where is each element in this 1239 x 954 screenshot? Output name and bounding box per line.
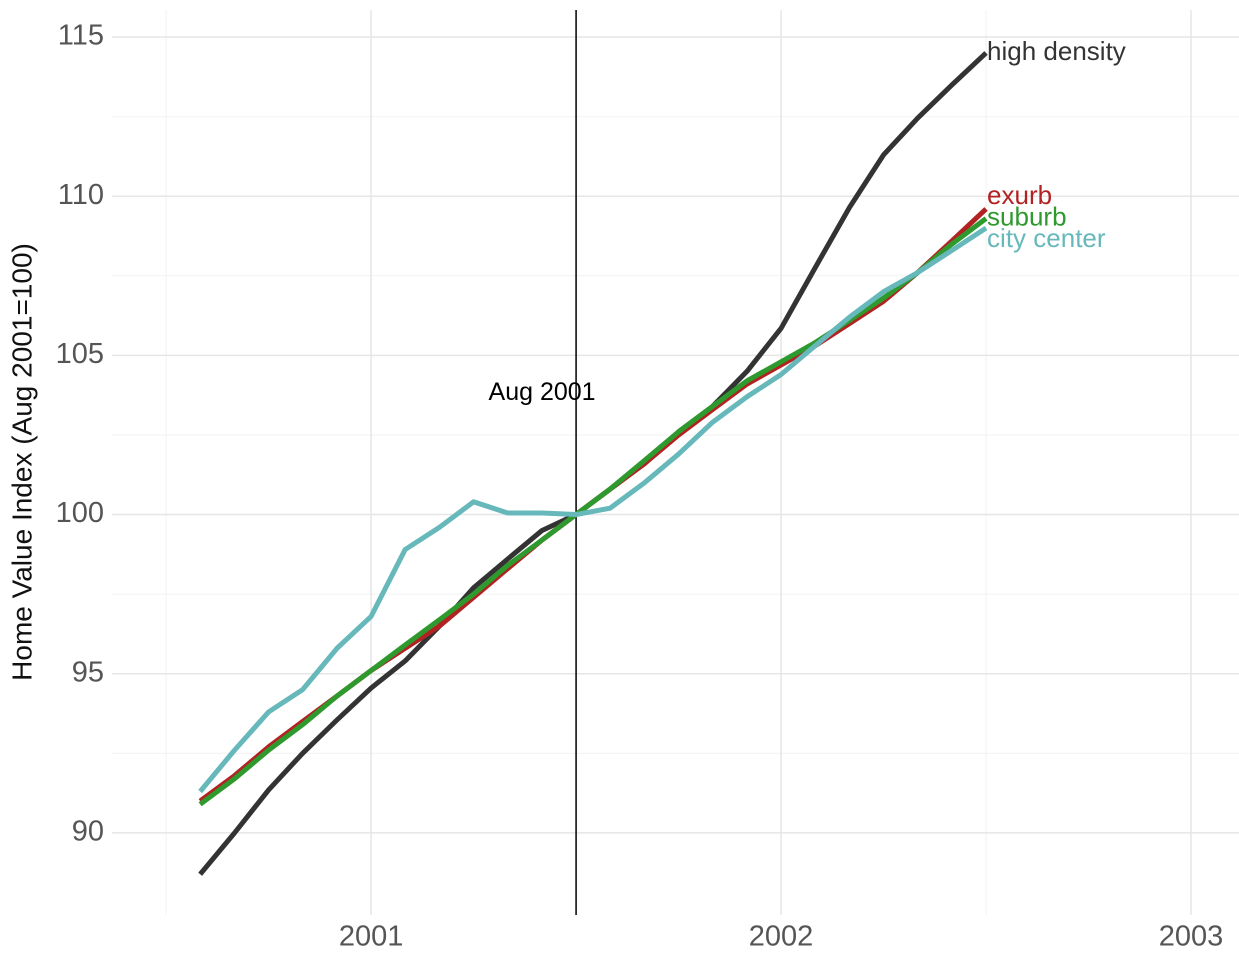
y-tick-label: 90 — [72, 816, 104, 848]
line-series — [198, 51, 988, 876]
series-label: high density — [987, 36, 1126, 66]
y-tick-label: 110 — [58, 179, 104, 211]
x-tick-label: 2003 — [1159, 921, 1224, 953]
y-tick-label: 115 — [58, 20, 104, 52]
series-label: exurb — [987, 180, 1052, 210]
x-tick-label: 2002 — [749, 921, 814, 953]
series-label: city center — [987, 223, 1106, 253]
line-series — [198, 225, 988, 794]
y-tick-label: 95 — [72, 656, 104, 688]
annotation: Aug 2001 — [489, 378, 596, 406]
y-axis-title: Home Value Index (Aug 2001=100) — [6, 243, 37, 681]
series-label: suburb — [987, 201, 1067, 231]
y-tick-label: 100 — [56, 497, 104, 529]
line-series — [198, 216, 988, 807]
x-tick-label: 2001 — [339, 921, 404, 953]
y-tick-label: 105 — [56, 338, 104, 370]
